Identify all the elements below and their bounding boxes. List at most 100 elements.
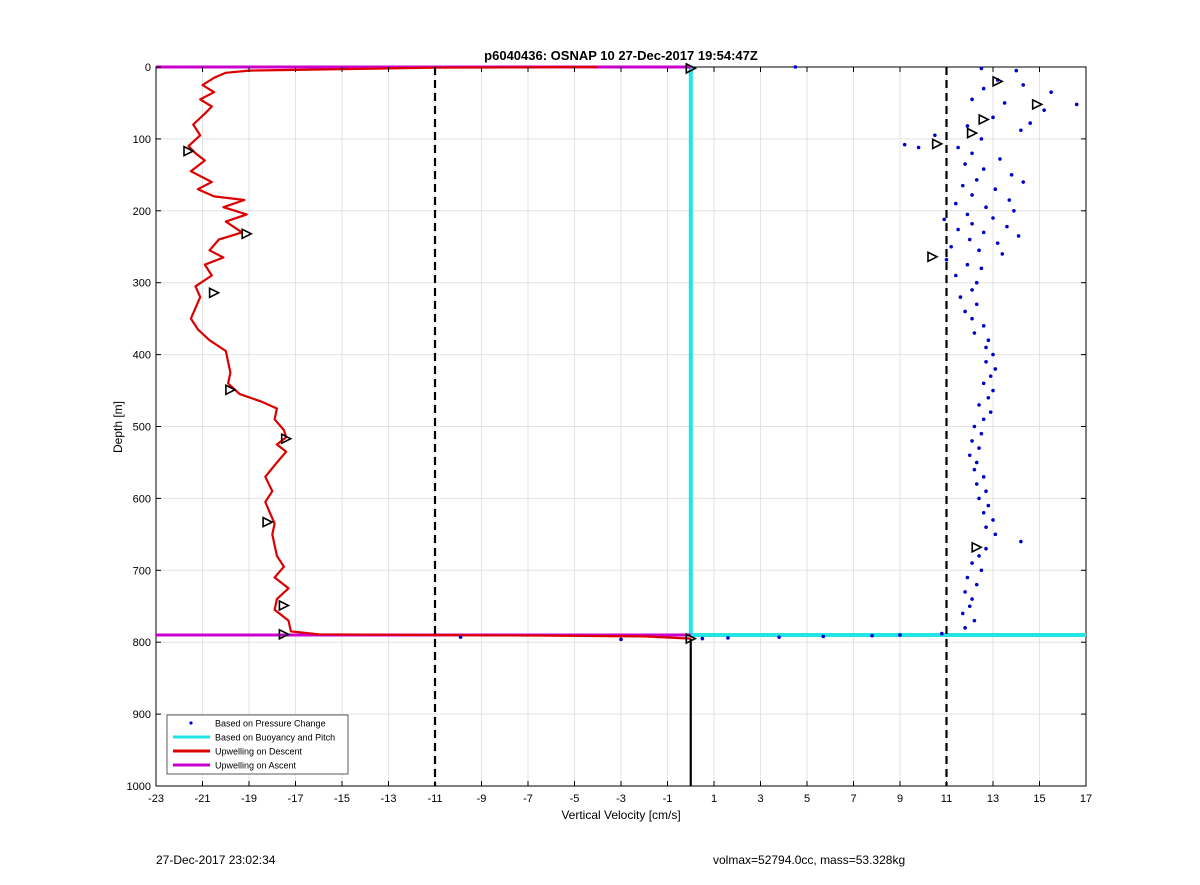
series-pressure-point <box>870 633 874 638</box>
y-tick-label: 300 <box>133 278 151 290</box>
triangle-marker <box>1031 98 1044 111</box>
series-pressure-point <box>974 280 979 285</box>
x-tick-label: -19 <box>241 793 257 805</box>
series-pressure-point <box>965 575 970 580</box>
series-pressure-point <box>981 167 986 171</box>
series-pressure-point <box>970 97 974 102</box>
series-pressure-point <box>993 187 998 192</box>
x-tick-label: 1 <box>711 793 717 805</box>
legend: Based on Pressure Change Based on Buoyanc… <box>166 714 349 775</box>
series-pressure-point <box>458 635 463 639</box>
series-pressure-point <box>898 633 902 637</box>
series-pressure-point <box>963 626 967 630</box>
series-pressure-point <box>979 431 984 436</box>
series-pressure-point <box>967 453 972 458</box>
y-tick-label: 700 <box>133 565 151 577</box>
series-pressure-point <box>1074 102 1079 107</box>
series-pressure-point <box>974 302 979 307</box>
series-pressure-point <box>821 634 826 639</box>
triangle-marker <box>208 287 221 299</box>
series-pressure-point <box>1019 539 1023 544</box>
grid <box>155 66 1087 787</box>
series-pressure-point <box>1016 234 1021 238</box>
series-pressure-point <box>995 241 1000 245</box>
series-pressure-point <box>986 338 991 343</box>
legend-label: Upwelling on Ascent <box>215 761 297 771</box>
series-pressure-point <box>1021 180 1026 184</box>
series-pressure-point <box>967 604 972 609</box>
series-pressure-point <box>981 86 986 91</box>
series-pressure-point <box>981 381 986 386</box>
legend-label: Based on Buoyancy and Pitch <box>215 733 335 743</box>
series-buoyancy-line <box>688 67 1086 637</box>
series-pressure-point <box>956 145 960 150</box>
series-pressure-point <box>944 257 949 262</box>
x-tick-label: 11 <box>941 793 952 805</box>
series-pressure-point <box>949 244 953 249</box>
series-pressure-point <box>981 475 986 479</box>
series-pressure-point <box>984 345 988 350</box>
x-tick-label: -11 <box>427 793 442 805</box>
triangle-marker <box>966 127 979 139</box>
series-pressure-point <box>1012 209 1016 213</box>
series-pressure-point <box>1028 121 1032 125</box>
series-pressure-point <box>981 417 986 422</box>
series-pressure-point <box>940 631 944 636</box>
x-tick-label: -9 <box>477 793 487 805</box>
series-pressure-point <box>970 151 974 156</box>
series-pressure-point <box>700 636 705 641</box>
series-pressure-point <box>916 145 921 150</box>
legend-label: Upwelling on Descent <box>215 747 303 757</box>
x-tick-label: 5 <box>804 793 810 805</box>
triangle-marker <box>278 599 291 612</box>
series-pressure-point <box>902 142 907 147</box>
series-pressure-point <box>777 635 781 639</box>
triangle-marker <box>225 384 237 396</box>
triangle-marker <box>927 251 939 263</box>
triangle-marker <box>971 541 983 554</box>
series-pressure-point <box>972 424 977 429</box>
series-pressure-point <box>979 266 984 271</box>
series-pressure-point <box>984 489 988 494</box>
series-pressure-point <box>1002 101 1007 105</box>
series-pressure-point <box>981 230 986 235</box>
series-pressure-point <box>970 597 974 601</box>
x-tick-label: 3 <box>757 793 763 805</box>
ticks: -23 -21 -19 -17 -15 -13 -11 -9 -7 -5 -3 -1 1 3 5 7 9 11 13… <box>127 62 1093 805</box>
triangle-marker <box>685 632 698 645</box>
series-pressure-point <box>942 217 946 222</box>
chart-title: p6040436: OSNAP 10 27-Dec-2017 19:54:47Z <box>484 48 758 63</box>
series-pressure-point <box>963 162 967 166</box>
y-tick-label: 0 <box>145 62 151 74</box>
series-pressure-point <box>991 115 995 120</box>
series-pressure-point <box>984 525 988 529</box>
legend-label: Based on Pressure Change <box>215 719 326 729</box>
series-pressure-point <box>993 532 998 537</box>
series-pressure-point <box>977 496 981 501</box>
x-tick-label: -1 <box>663 793 673 805</box>
y-tick-label: 400 <box>133 350 151 362</box>
reference-lines <box>433 67 948 786</box>
y-tick-label: 900 <box>133 709 151 721</box>
series-pressure-point <box>974 460 979 465</box>
series-pressure-point <box>619 637 623 642</box>
series-pressure-point <box>977 446 981 450</box>
triangle-marker <box>278 628 291 641</box>
triangle-marker <box>931 138 944 150</box>
x-tick-label: 15 <box>1033 793 1045 805</box>
x-tick-label: 17 <box>1080 793 1092 805</box>
series-pressure-point <box>1009 173 1014 177</box>
series-pressure-point <box>970 193 974 197</box>
series-pressure-point <box>970 316 974 321</box>
series-layer <box>156 65 1086 642</box>
x-tick-label: 7 <box>850 793 856 805</box>
series-pressure-point <box>1049 90 1053 94</box>
y-tick-label: 1000 <box>127 781 151 793</box>
series-pressure-point <box>993 367 998 371</box>
series-pressure-point <box>972 467 977 472</box>
triangle-marker <box>262 516 274 528</box>
series-pressure-point <box>956 227 960 232</box>
series-pressure-point <box>981 510 986 515</box>
series-pressure-point <box>974 178 979 182</box>
